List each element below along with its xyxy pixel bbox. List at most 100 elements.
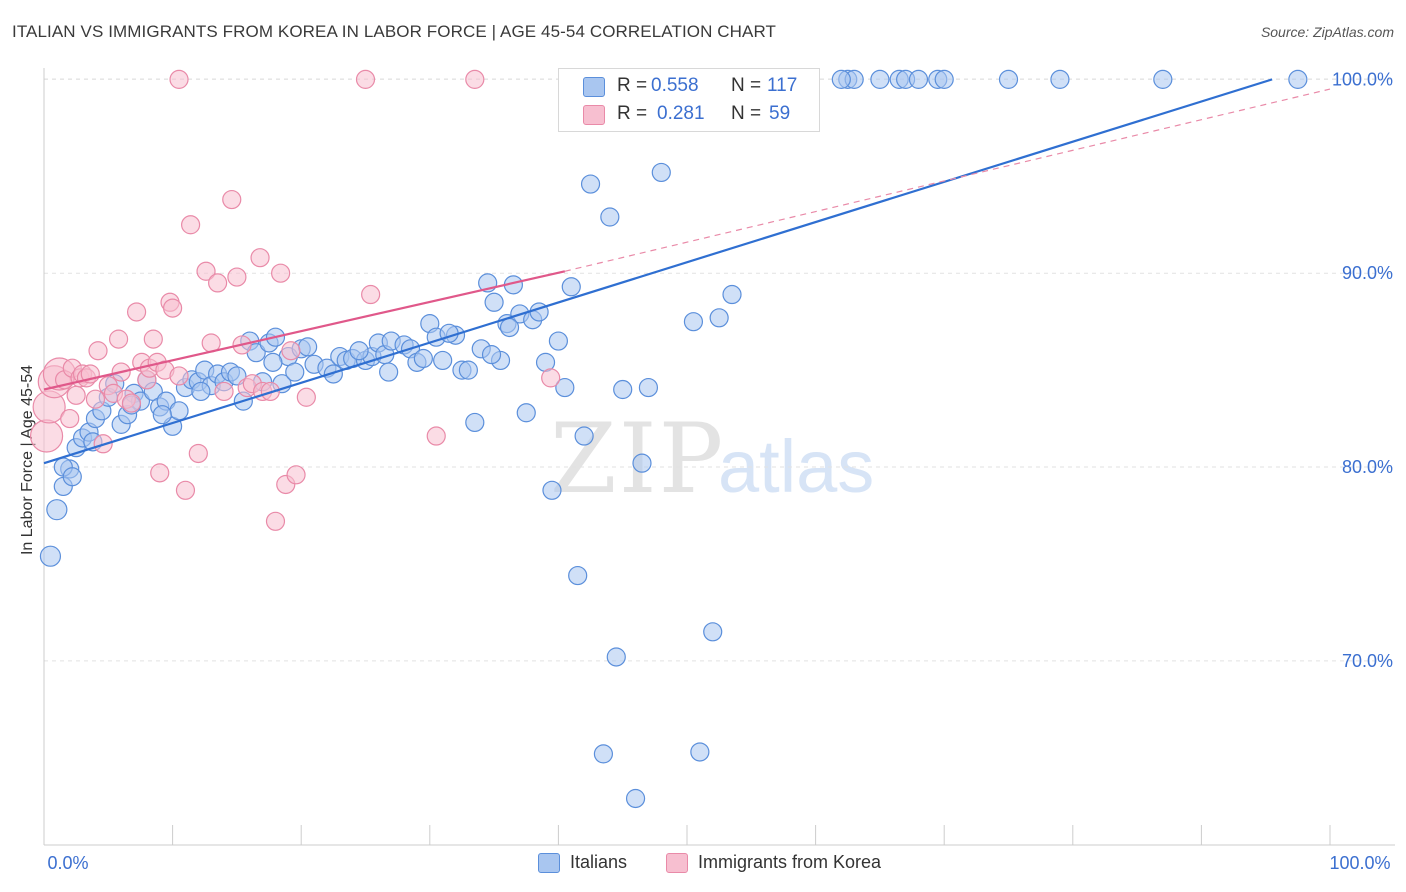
italians-point (638, 377, 659, 398)
italians-point (690, 742, 710, 762)
korea-point (355, 69, 376, 89)
y-tick-label: 70.0% (1342, 651, 1393, 671)
y-tick-label: 80.0% (1342, 457, 1393, 477)
korea-point (163, 298, 183, 318)
italians-point (561, 277, 581, 297)
korea-point (143, 329, 163, 349)
italians-point (499, 317, 520, 338)
korea-n-value: 59 (769, 103, 791, 124)
korea-point (188, 443, 208, 464)
italians-point (1050, 69, 1070, 89)
x-tick-label: 100.0% (1329, 853, 1390, 873)
korea-point (29, 419, 64, 453)
korea-point (108, 329, 129, 349)
korea-point (208, 273, 228, 293)
italians-point (703, 622, 723, 642)
italians-point (1288, 69, 1308, 89)
korea-point (150, 463, 170, 483)
italians-point (606, 647, 626, 667)
korea-r-label: R = (617, 103, 648, 124)
italians-trend-line (43, 78, 1273, 465)
italians-r-label: R = (617, 75, 648, 96)
korea-point (196, 261, 216, 281)
italians-point (651, 162, 671, 183)
italians-point (298, 337, 318, 357)
italians-point (542, 480, 562, 500)
italians-n-label: N = (731, 75, 762, 96)
italians-point (548, 331, 569, 351)
italians-point (831, 69, 851, 89)
italians-point (484, 292, 504, 312)
korea-legend-swatch (666, 852, 688, 873)
italians-point (169, 401, 189, 421)
bottom-legend-italians: Italians (538, 852, 627, 873)
italians-point (263, 352, 283, 372)
italians-point (323, 364, 343, 384)
korea-point (60, 408, 80, 429)
bottom-legend-korea: Immigrants from Korea (666, 852, 881, 873)
italians-point (481, 345, 502, 365)
italians-point (379, 362, 399, 382)
italians-point (934, 69, 954, 89)
italians-point (39, 545, 62, 567)
korea-point (88, 341, 108, 361)
italians-point (632, 453, 652, 473)
korea-point (265, 511, 286, 531)
korea-point (121, 393, 142, 413)
italians-point (593, 744, 614, 764)
italians-point (600, 207, 620, 227)
italians-point (568, 565, 588, 586)
italians-point (152, 405, 172, 425)
italians-point (62, 467, 82, 487)
watermark-atlas: atlas (718, 425, 874, 508)
korea-point (169, 69, 189, 89)
x-tick-label: 0.0% (47, 853, 88, 873)
italians-point (722, 284, 742, 305)
korea-point (296, 387, 316, 407)
korea-point (271, 263, 291, 283)
korea-point (281, 341, 301, 361)
italians-point (998, 69, 1019, 89)
korea-point (286, 465, 306, 485)
italians-point (870, 69, 890, 89)
korea-swatch (583, 105, 605, 125)
korea-r-value: 0.281 (657, 103, 705, 124)
italians-r-value: 0.558 (651, 75, 699, 96)
korea-point (214, 381, 234, 402)
korea-trend-line (43, 270, 566, 391)
korea-point (222, 189, 242, 210)
chart-title: ITALIAN VS IMMIGRANTS FROM KOREA IN LABO… (12, 22, 777, 41)
correlation-legend: R = 0.558 N = 117 R = 0.281 N = 59 (558, 68, 820, 132)
korea-point (181, 215, 201, 235)
italians-point (433, 350, 453, 371)
korea-legend-label: Immigrants from Korea (698, 852, 882, 872)
korea-point (250, 248, 270, 268)
italians-n-value: 117 (767, 75, 798, 96)
korea-n-label: N = (731, 103, 762, 124)
korea-point (175, 480, 196, 500)
korea-point (126, 302, 147, 322)
italians-point (516, 403, 536, 423)
italians-legend-label: Italians (570, 852, 628, 872)
italians-legend-swatch (538, 852, 560, 873)
italians-point (625, 788, 646, 809)
italians-point (465, 412, 485, 433)
italians-point (574, 426, 594, 446)
korea-point (426, 426, 446, 446)
italians-point (349, 341, 369, 361)
italians-point (285, 362, 305, 382)
korea-point (361, 284, 381, 305)
italians-point (580, 174, 601, 194)
italians-point (613, 379, 633, 400)
korea-point (541, 368, 561, 388)
y-tick-label: 90.0% (1342, 263, 1393, 283)
korea-point (465, 69, 485, 89)
italians-point (709, 308, 729, 328)
source-credit: Source: ZipAtlas.com (1260, 24, 1394, 40)
italians-point (46, 499, 68, 521)
italians-point (191, 381, 211, 402)
korea-point (66, 385, 86, 405)
korea-point (227, 267, 247, 287)
italians-point (908, 69, 929, 89)
